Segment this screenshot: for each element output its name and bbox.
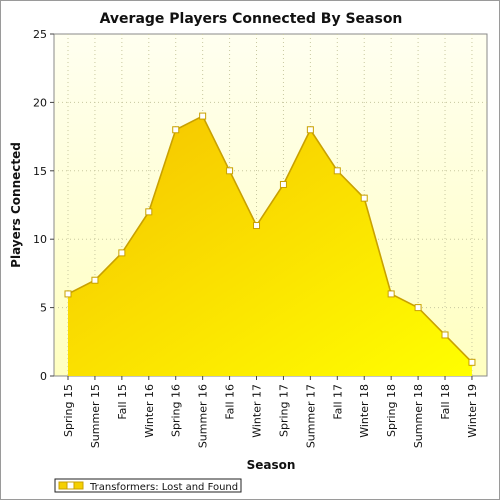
x-tick-label: Winter 17 [251, 384, 264, 438]
data-point [253, 222, 261, 230]
data-point [306, 126, 314, 134]
data-point [64, 290, 72, 298]
x-tick-label: Fall 17 [331, 384, 344, 420]
x-tick-label: Spring 17 [277, 384, 290, 437]
x-axis-label: Season [247, 458, 296, 472]
data-point [441, 331, 449, 339]
y-tick-label: 25 [33, 28, 47, 41]
legend-label: Transformers: Lost and Found [89, 482, 238, 493]
chart-title: Average Players Connected By Season [100, 11, 403, 27]
data-point [226, 167, 234, 175]
y-tick-label: 0 [40, 370, 47, 383]
legend-marker [66, 481, 75, 490]
x-tick-label: Summer 16 [197, 384, 210, 448]
y-tick-label: 10 [33, 233, 47, 246]
data-point [333, 167, 341, 175]
x-tick-label: Winter 18 [358, 384, 371, 438]
series-line [67, 114, 473, 363]
data-point [199, 112, 207, 120]
data-point [145, 208, 153, 216]
x-tick-label: Fall 15 [116, 384, 129, 420]
y-tick-label: 20 [33, 96, 47, 109]
legend: Transformers: Lost and Found [54, 478, 242, 493]
data-point [468, 358, 476, 366]
y-tick-label: 15 [33, 165, 47, 178]
data-point [279, 180, 287, 188]
x-tick-label: Spring 18 [385, 384, 398, 437]
data-point [118, 249, 126, 257]
x-tick-label: Summer 18 [412, 384, 425, 448]
x-tick-label: Fall 16 [224, 384, 237, 420]
x-tick-label: Winter 16 [143, 384, 156, 438]
data-point [172, 126, 180, 134]
data-point [360, 194, 368, 202]
x-tick-label: Summer 15 [89, 384, 102, 448]
y-tick-label: 5 [40, 302, 47, 315]
y-axis-label: Players Connected [9, 142, 23, 268]
series-area [68, 116, 472, 376]
x-tick-label: Summer 17 [304, 384, 317, 448]
x-tick-label: Spring 15 [62, 384, 75, 437]
legend-box [54, 478, 242, 493]
x-tick-label: Spring 16 [170, 384, 183, 437]
data-point [91, 276, 99, 284]
x-tick-label: Winter 19 [466, 384, 479, 438]
data-point [387, 290, 395, 298]
x-tick-label: Fall 18 [439, 384, 452, 420]
data-point [414, 304, 422, 312]
axes: 0 5 10 15 20 25 Spring 15 Summer 15 Fall 15 Winte… [33, 28, 479, 448]
